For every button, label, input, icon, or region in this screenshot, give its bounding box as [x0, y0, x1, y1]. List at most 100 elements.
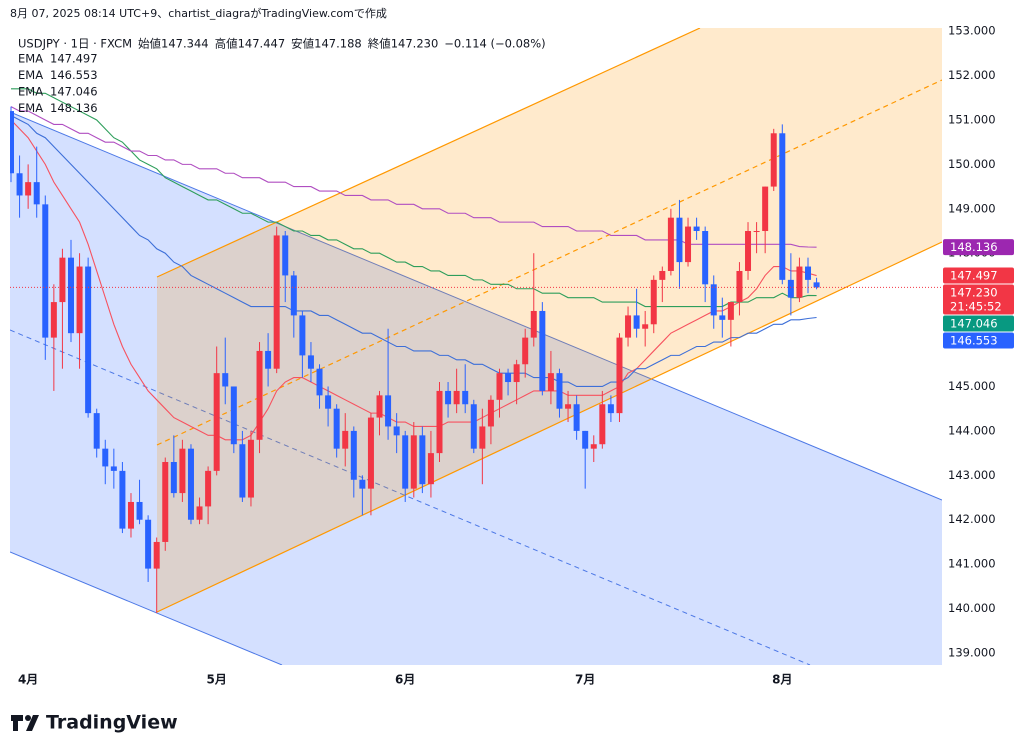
candle-body [33, 182, 40, 205]
channel-line [10, 111, 942, 501]
ema-line [11, 88, 817, 308]
x-tick-label: 5月 [207, 673, 227, 687]
candle-body [727, 302, 734, 320]
y-tick-label: 150.000 [948, 157, 996, 171]
candle-body [702, 231, 709, 285]
candle-body [299, 315, 306, 356]
legend-value: 148.136 [50, 101, 98, 115]
candle-body [205, 470, 212, 507]
candle-body [496, 373, 503, 400]
candle-body [813, 282, 820, 288]
logo-icon [26, 715, 39, 731]
legend-name: EMA [18, 68, 43, 82]
candle-body [719, 315, 726, 320]
candle-body [470, 404, 477, 449]
candle-body [162, 461, 169, 542]
candle-body [650, 279, 657, 325]
candle-body [42, 204, 49, 338]
badge-box [943, 332, 1014, 349]
candle-body [479, 426, 486, 449]
candle-body [59, 257, 66, 303]
candle-body [119, 470, 126, 529]
candle-body [547, 373, 554, 391]
candle-body [93, 413, 100, 449]
candle-body [427, 453, 434, 485]
candle-body [10, 111, 14, 174]
quote-label: 終値 [368, 37, 391, 51]
candle-body [213, 373, 220, 471]
candle-body [102, 448, 109, 467]
candle-body [187, 448, 194, 520]
logo-icon [25, 715, 31, 721]
candle-body [265, 350, 272, 369]
candle-body [582, 430, 589, 449]
candle-body [522, 337, 529, 365]
candle-body [25, 182, 32, 196]
y-tick-label: 143.000 [948, 468, 996, 482]
candle-body [753, 231, 760, 233]
legend-value: 147.046 [50, 85, 98, 99]
x-tick-label: 7月 [575, 673, 595, 687]
candle-body [136, 501, 143, 520]
price-badge: 147.046 [943, 315, 1014, 332]
y-tick-label: 144.000 [948, 423, 996, 437]
candle-body [436, 390, 443, 454]
candle-body [745, 231, 752, 271]
candle-body [359, 479, 366, 489]
change: −0.114 (−0.08%) [444, 37, 545, 51]
x-tick-label: 8月 [772, 673, 792, 687]
candle-body [307, 355, 314, 369]
badge-label: 147.046 [950, 317, 998, 331]
badge-box [943, 284, 1014, 315]
y-tick-label: 139.000 [948, 646, 996, 660]
candle-body [273, 235, 280, 369]
candle-body [76, 266, 83, 334]
legend-name: EMA [18, 52, 43, 66]
candle-body [342, 430, 349, 449]
candle-body [85, 266, 92, 414]
badge-label: 148.136 [950, 240, 998, 254]
x-tick-label: 6月 [395, 673, 415, 687]
candle-body [410, 435, 417, 489]
y-tick-label: 140.000 [948, 601, 996, 615]
legend-value: 146.553 [50, 68, 98, 82]
quote-label: 安値 [291, 37, 314, 51]
candle-body [290, 275, 297, 316]
price-badge: 148.136 [943, 239, 1014, 256]
symbol: USDJPY · 1日 · FXCM [18, 37, 132, 51]
y-tick-label: 145.000 [948, 379, 996, 393]
x-tick-label: 4月 [18, 673, 38, 687]
badge-box [943, 315, 1014, 332]
candle-body [693, 226, 700, 232]
candle-body [487, 399, 494, 427]
candle-body [599, 404, 606, 445]
candle-body [67, 257, 74, 334]
candle-body [770, 133, 777, 187]
candle-body [282, 235, 289, 276]
candle-body [239, 444, 246, 498]
candle-body [685, 226, 692, 263]
logo-icon [11, 715, 23, 731]
candle-body [633, 315, 640, 329]
candle-body [367, 417, 374, 489]
y-tick-label: 151.000 [948, 112, 996, 126]
candle-body [530, 310, 537, 338]
legend-name: EMA [18, 101, 43, 115]
quote-value: 147.188 [314, 37, 362, 51]
price-badge: 146.553 [943, 332, 1014, 349]
countdown: 21:45:52 [950, 300, 1002, 314]
candle-body [393, 426, 400, 436]
candle-body [762, 186, 769, 232]
candle-body [385, 395, 392, 427]
candle-body [539, 310, 546, 391]
candle-body [333, 408, 340, 449]
channel-midline [156, 79, 942, 446]
legend-value: 147.497 [50, 52, 98, 66]
logo: TradingView [11, 712, 178, 734]
badge-box [943, 239, 1014, 256]
candle-body [153, 541, 160, 569]
badge-label: 147.497 [950, 269, 998, 283]
